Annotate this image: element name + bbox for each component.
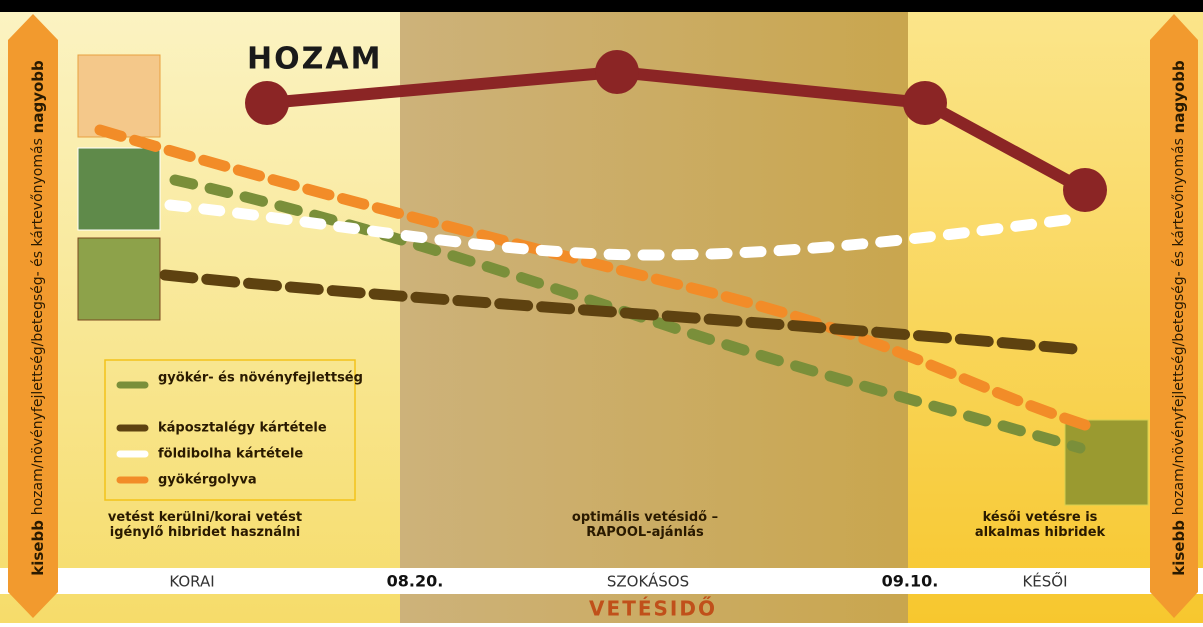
legend-item: káposztalégy kártétele	[158, 421, 327, 436]
photo	[1064, 419, 1149, 506]
timeline-date: 09.10.	[882, 572, 939, 591]
side-arrow	[8, 14, 58, 618]
line-cabbagefly	[159, 269, 1091, 356]
timeline-label: KORAI	[169, 573, 214, 591]
note-box: vetést kerülni/korai vetést igénylő hibr…	[107, 510, 303, 540]
note-box: optimális vetésidő – RAPOOL-ajánlás	[571, 510, 719, 540]
axis-title: VETÉSIDŐ	[589, 597, 717, 621]
timeline-strip	[0, 568, 1203, 594]
yield-point	[903, 81, 947, 125]
side-label: kisebb hozam/növényfejlettség/betegség- …	[29, 60, 47, 576]
side-middle: hozam/növényfejlettség/betegség- és kárt…	[1171, 138, 1187, 515]
yield-point	[595, 50, 639, 94]
legend-item: földibolha kártétele	[158, 447, 303, 462]
yield-point	[245, 81, 289, 125]
side-high: nagyobb	[1170, 60, 1188, 133]
timeline-label: KÉSŐI	[1022, 571, 1067, 591]
side-low: kisebb	[1170, 520, 1188, 576]
line-clubroot	[94, 124, 1091, 431]
legend	[104, 359, 356, 501]
legend-item: gyökér- és növényfejlettség	[158, 371, 363, 386]
photo	[77, 237, 161, 321]
note-box: késői vetésre is alkalmas hibridek	[974, 510, 1106, 540]
legend-item: gyökérgolyva	[158, 473, 257, 488]
yield-line	[266, 65, 1088, 196]
side-arrow	[1150, 14, 1198, 618]
side-low: kisebb	[29, 520, 47, 576]
side-high: nagyobb	[29, 60, 47, 133]
timeline-date: 08.20.	[387, 572, 444, 591]
zone-early	[0, 12, 400, 623]
photo	[77, 147, 161, 231]
note: optimális vetésidő – RAPOOL-ajánlás	[571, 510, 719, 540]
note: késői vetésre is alkalmas hibridek	[974, 510, 1106, 540]
side-middle: hozam/növényfejlettség/betegség- és kárt…	[30, 138, 46, 515]
line-root	[169, 174, 1086, 454]
side-label: kisebb hozam/növényfejlettség/betegség- …	[1170, 60, 1188, 576]
line-fleabeetle	[164, 199, 1086, 261]
note: vetést kerülni/korai vetést igénylő hibr…	[107, 510, 303, 540]
photo	[77, 54, 161, 138]
yield-point	[1063, 168, 1107, 212]
timeline-label: SZOKÁSOS	[607, 572, 689, 591]
title: HOZAM	[247, 42, 382, 77]
